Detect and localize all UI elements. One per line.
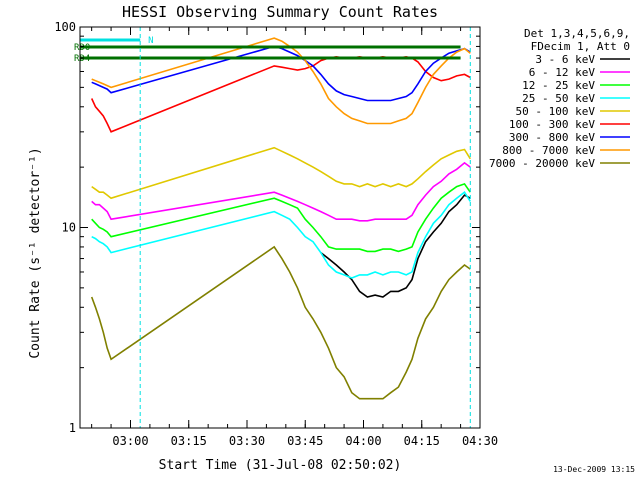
legend: Det 1,3,4,5,6,9, FDecim 1, Att 0 3 - 6 k… [489, 27, 630, 170]
legend-label-8: 7000 - 20000 keV [489, 157, 595, 170]
legend-label-1: 6 - 12 keV [529, 66, 596, 79]
x-tick-label-2: 03:30 [229, 434, 265, 448]
series-line-4 [91, 146, 471, 200]
annotation-label-rd0: RD0 [74, 43, 90, 53]
annotation-label-rd4: RD4 [74, 54, 90, 64]
series-line-8 [90, 245, 471, 400]
legend-label-4: 50 - 100 keV [516, 105, 596, 118]
legend-header-line-2: FDecim 1, Att 0 [531, 40, 630, 53]
chart-title: HESSI Observing Summary Count Rates [122, 3, 438, 21]
series-line-6 [91, 45, 471, 102]
x-tick-label-5: 04:15 [404, 434, 440, 448]
footer-timestamp: 13-Dec-2009 13:15 [553, 465, 635, 474]
y-tick-label-0: 1 [69, 421, 76, 435]
y-tick-label-1: 10 [62, 221, 76, 235]
x-tick-label-1: 03:15 [171, 434, 207, 448]
x-tick-label-3: 03:45 [287, 434, 323, 448]
x-axis-label: Start Time (31-Jul-08 02:50:02) [159, 458, 402, 473]
x-tick-label-4: 04:00 [345, 434, 381, 448]
series-line-0 [320, 194, 471, 298]
legend-label-3: 25 - 50 keV [522, 92, 595, 105]
y-axis-label: Count Rate (s⁻¹ detector⁻¹) [28, 147, 43, 358]
series-line-2 [91, 182, 471, 253]
y-tick-label-2: 100 [54, 20, 76, 34]
x-tick-label-0: 03:00 [112, 434, 148, 448]
legend-label-0: 3 - 6 keV [535, 53, 595, 66]
legend-label-2: 12 - 25 keV [522, 79, 595, 92]
axes-group: 03:00 03:15 03:30 03:45 04:00 04:15 04:30 1 10 10… [54, 20, 498, 448]
series-line-3 [91, 191, 471, 279]
legend-label-7: 800 - 7000 keV [502, 144, 595, 157]
legend-label-6: 300 - 800 keV [509, 131, 595, 144]
annotation-label-n: N [148, 36, 153, 46]
series-line-1 [91, 161, 471, 222]
x-tick-label-6: 04:30 [462, 434, 498, 448]
legend-label-5: 100 - 300 keV [509, 118, 595, 131]
series-line-7 [91, 37, 471, 125]
legend-header-line-1: Det 1,3,4,5,6,9, [524, 27, 630, 40]
